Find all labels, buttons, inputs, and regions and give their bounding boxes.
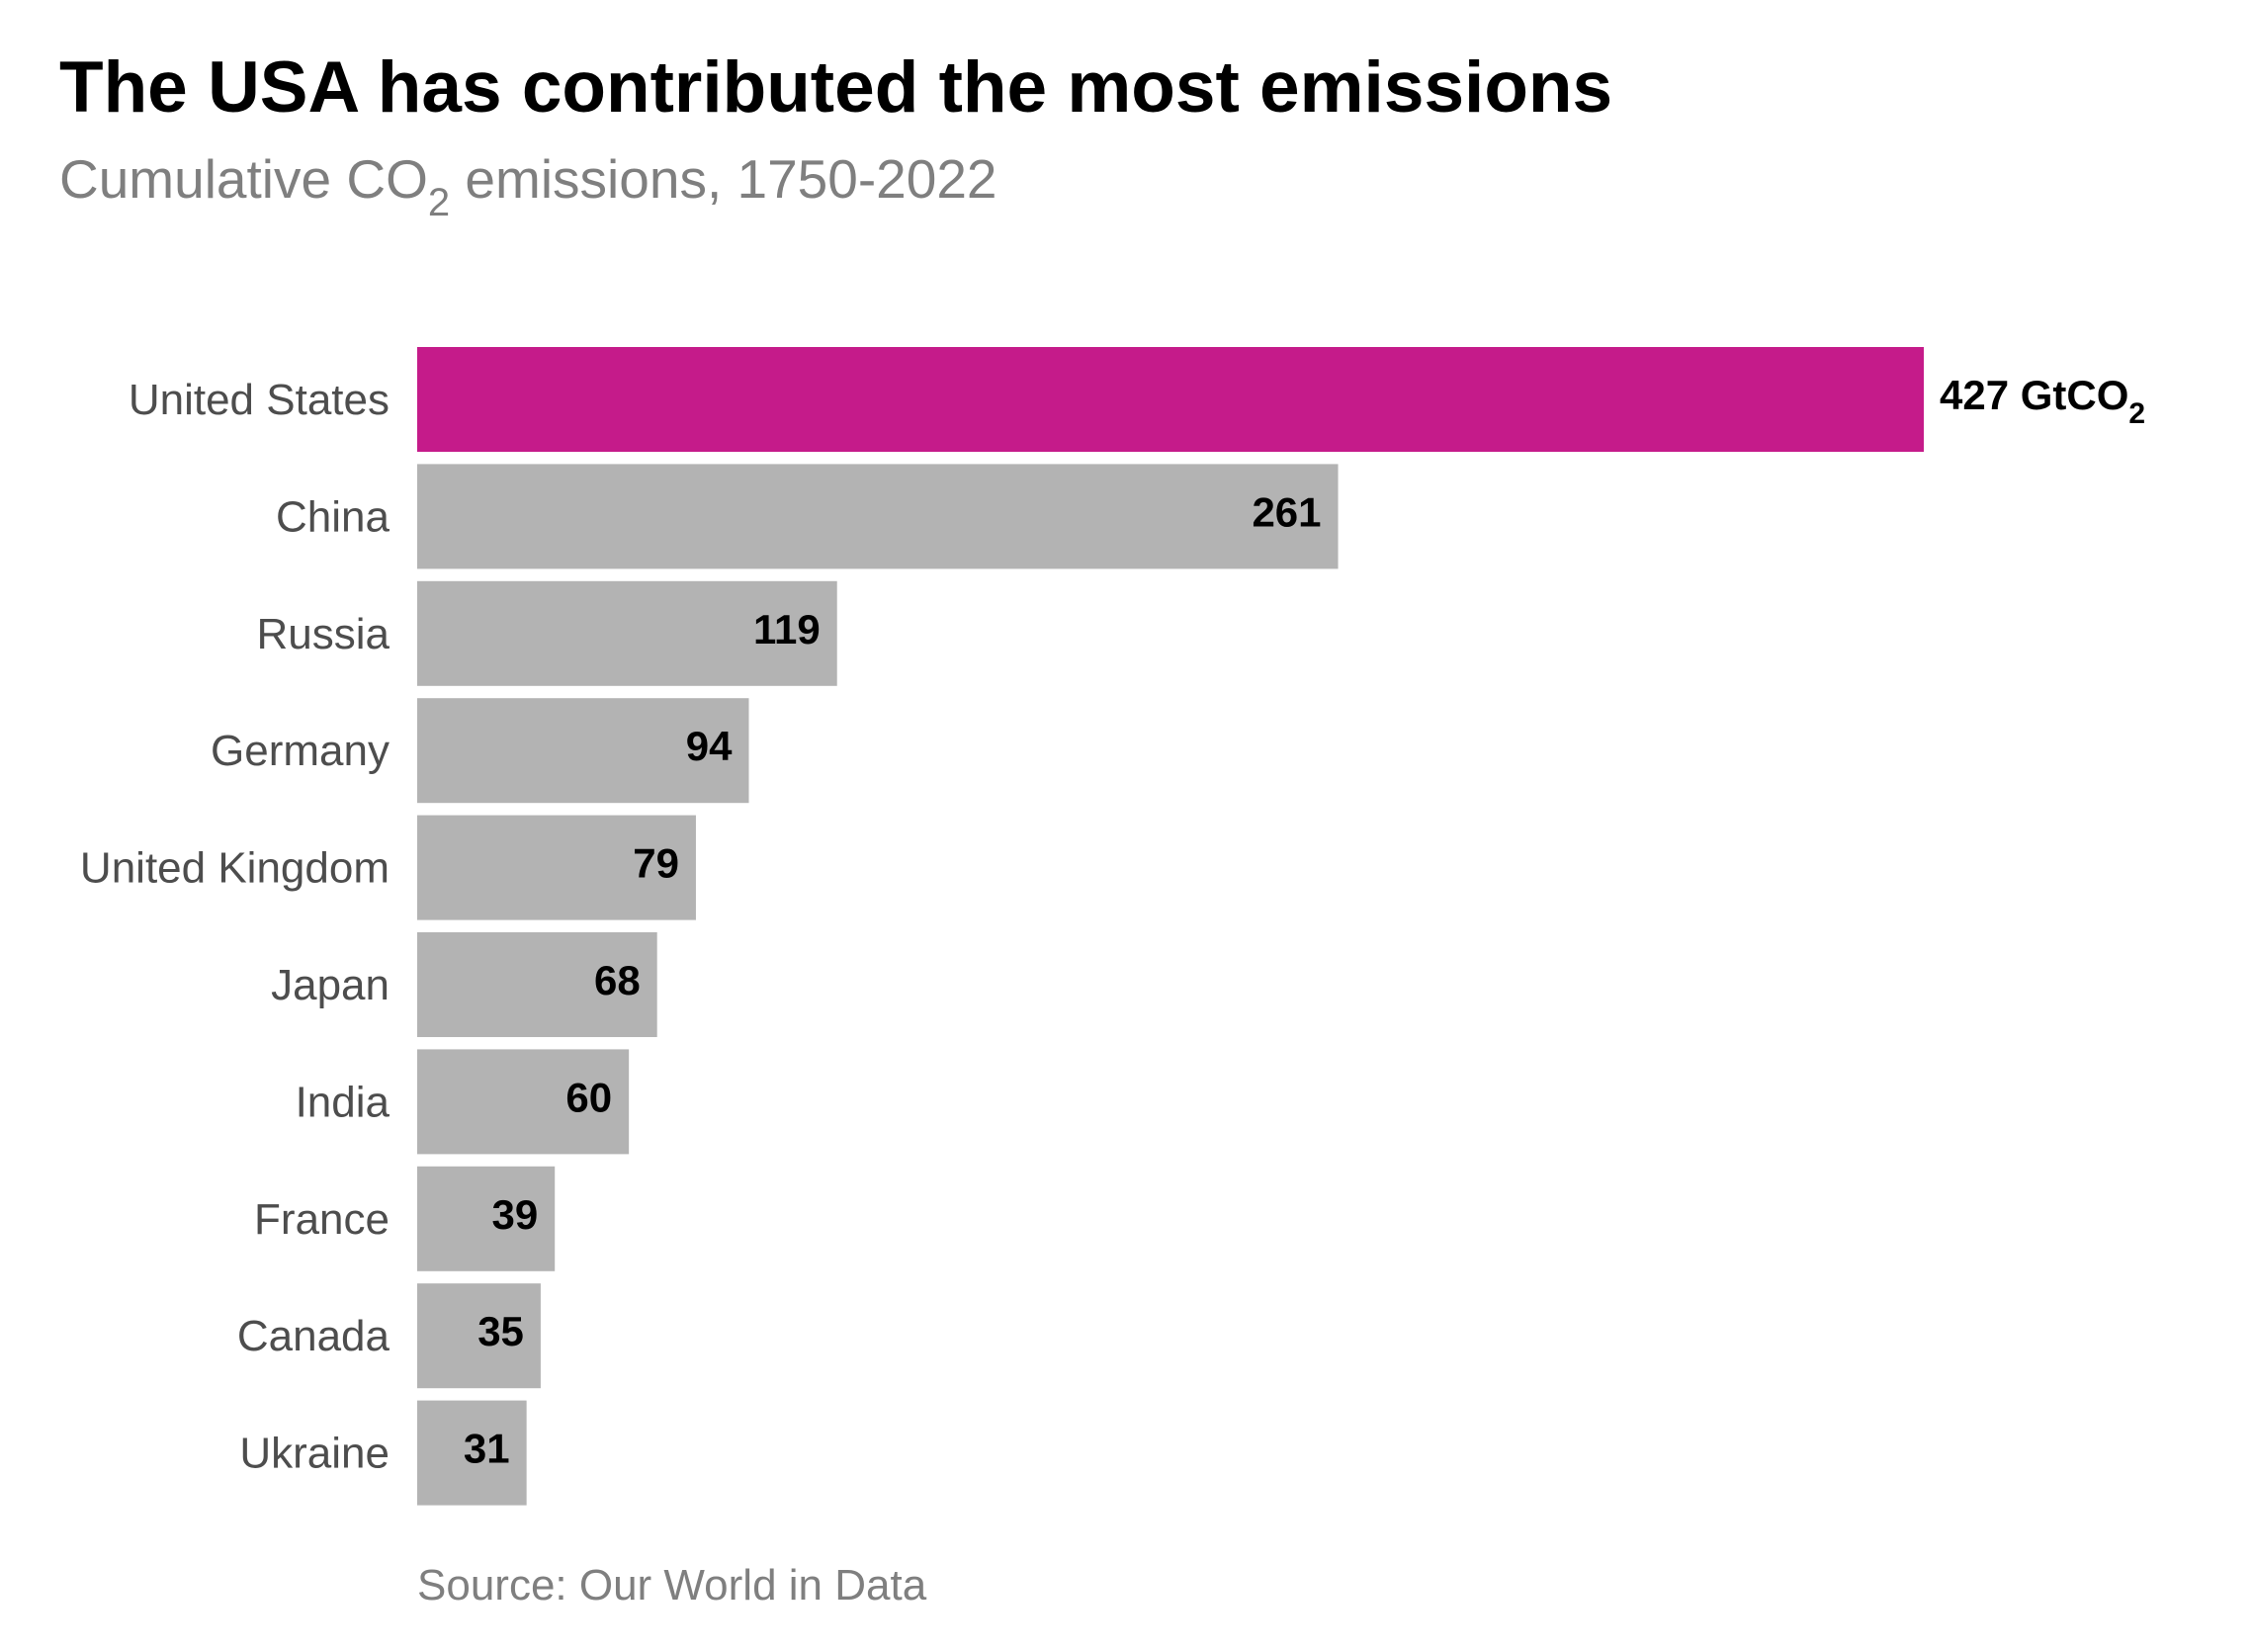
- category-label: Russia: [257, 610, 390, 658]
- subtitle-suffix: emissions, 1750-2022: [450, 148, 996, 210]
- category-labels: United States China Russia Germany United Ki…: [80, 376, 390, 1478]
- bar-india: [417, 1049, 630, 1155]
- bar-russia: [417, 580, 837, 686]
- value-label: 119: [753, 606, 821, 652]
- category-label: United States: [129, 376, 390, 424]
- bar-united-states: [417, 347, 1924, 452]
- value-label: 94: [686, 723, 733, 769]
- value-label: 31: [464, 1426, 510, 1472]
- bar-ukraine: [417, 1400, 527, 1506]
- category-label: India: [296, 1078, 390, 1126]
- value-label: 261: [1252, 488, 1321, 535]
- category-label: Germany: [211, 727, 390, 775]
- value-labels: 427 GtCO2 261 119 94 79 68 60 39 35 31: [464, 372, 2145, 1472]
- bars: [417, 347, 1924, 1506]
- bar-united-kingdom: [417, 815, 696, 920]
- bar-canada: [417, 1283, 541, 1389]
- value-label: 79: [633, 840, 679, 887]
- category-label: Canada: [237, 1312, 390, 1360]
- chart-subtitle: Cumulative CO2 emissions, 1750-2022: [59, 148, 997, 224]
- subtitle-subscript: 2: [428, 181, 450, 224]
- source-note: Source: Our World in Data: [417, 1561, 927, 1609]
- bar-china: [417, 464, 1339, 569]
- category-label: United Kingdom: [80, 844, 390, 893]
- value-label: 60: [565, 1074, 612, 1120]
- category-label: Japan: [271, 961, 390, 1009]
- subtitle-prefix: Cumulative CO: [59, 148, 428, 210]
- category-label: Ukraine: [239, 1430, 390, 1478]
- value-label: 39: [491, 1191, 538, 1238]
- value-label: 427 GtCO2: [1940, 372, 2145, 430]
- value-label: 68: [594, 957, 641, 1003]
- bar-france: [417, 1166, 556, 1271]
- category-label: France: [254, 1195, 390, 1244]
- category-label: China: [276, 492, 390, 541]
- chart-title: The USA has contributed the most emissio…: [59, 47, 1612, 128]
- bar-germany: [417, 698, 749, 804]
- value-label: 35: [477, 1308, 524, 1354]
- bar-japan: [417, 932, 657, 1037]
